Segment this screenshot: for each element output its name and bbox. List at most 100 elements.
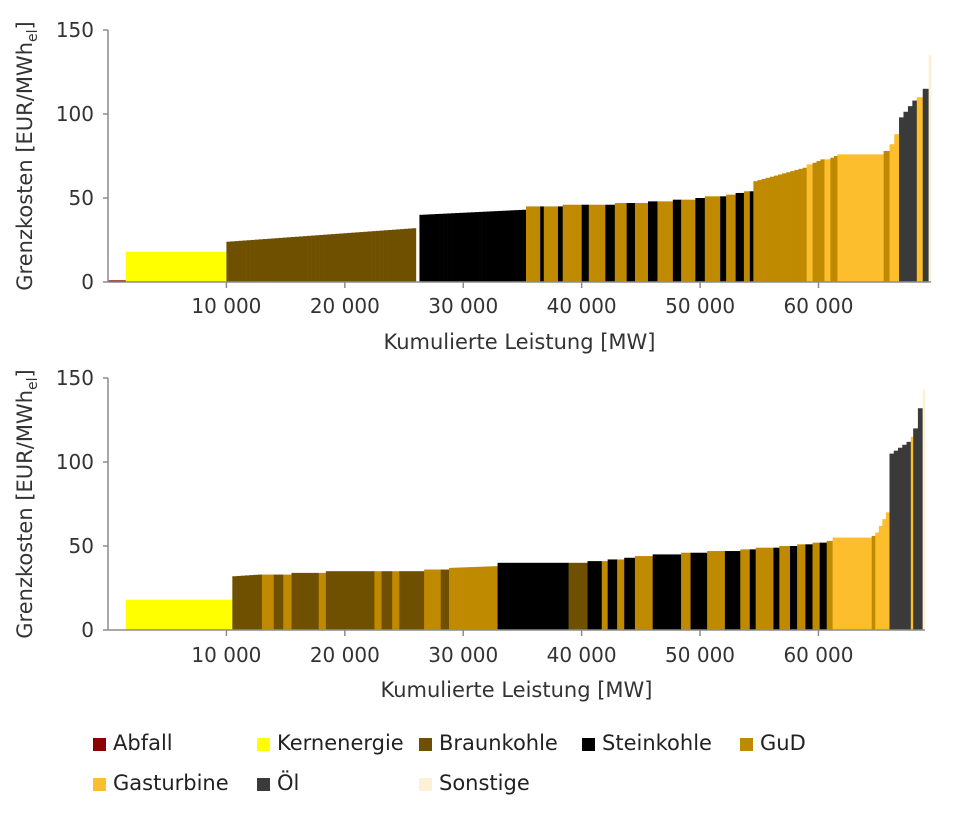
bar-braunkohle-2-28	[339, 233, 344, 282]
bar-braunkohle-2-25	[327, 234, 332, 282]
bar-oel-42-0	[889, 453, 895, 630]
x-tick-label: 50 000	[665, 643, 735, 667]
bar-gud-28-2	[820, 159, 825, 282]
bar-braunkohle-2-4	[242, 240, 247, 282]
bar-steinkohle-5	[540, 206, 545, 282]
bar-sonstige-37	[928, 55, 932, 283]
bar-gud-26-8	[786, 172, 791, 282]
bar-steinkohle-31	[773, 547, 780, 630]
bar-braunkohle-2-39	[383, 230, 388, 282]
bar-gasturbine-33-0	[889, 144, 895, 282]
bar-steinkohle-3-19	[494, 211, 499, 282]
bar-braunkohle-2-27	[335, 233, 340, 282]
bar-braunkohle-1-3	[245, 575, 250, 630]
bar-gud-26-9	[790, 171, 795, 282]
bar-braunkohle-2-41	[391, 229, 397, 282]
bar-gud-14-11	[493, 566, 498, 630]
bar-steinkohle-17	[587, 561, 603, 630]
bar-oel-34-1	[903, 111, 909, 282]
legend-swatch	[419, 778, 432, 791]
y-tick-label: 50	[69, 186, 94, 210]
bar-gasturbine-29	[824, 159, 831, 282]
legend-swatch	[257, 778, 270, 791]
bar-steinkohle-35	[805, 544, 813, 630]
y-axis-title-end: ]	[13, 21, 37, 29]
legend-item-steinkohle: Steinkohle	[582, 731, 712, 755]
bar-braunkohle-2-33	[359, 232, 364, 282]
bar-braunkohle-2-21	[311, 235, 316, 282]
bar-braunkohle-2-35	[367, 231, 372, 282]
bar-steinkohle-3-1	[423, 214, 428, 282]
x-tick-label: 60 000	[784, 294, 854, 318]
bar-braunkohle-2-24	[323, 234, 328, 282]
bar-steinkohle-9	[581, 204, 590, 282]
bar-oel-34-3	[912, 100, 918, 282]
legend-swatch	[740, 738, 753, 751]
bar-braunkohle-2-16	[290, 237, 296, 282]
bar-braunkohle-2-3	[238, 240, 243, 282]
bar-oel-34-0	[899, 117, 904, 282]
legend-label: Gasturbine	[113, 771, 229, 795]
y-tick-label: 0	[81, 618, 94, 642]
bar-steinkohle-3-17	[486, 211, 491, 282]
bar-braunkohle-2-2	[234, 241, 239, 282]
bar-braunkohle-2-9	[262, 239, 268, 282]
bar-steinkohle-21	[720, 196, 727, 282]
bar-braunkohle-2-8	[258, 239, 263, 282]
bar-steinkohle-3-21	[502, 210, 507, 282]
y-axis-title-main: Grenzkosten [EUR/MWh	[13, 390, 37, 639]
bar-kernenergie-0	[125, 599, 233, 630]
bar-braunkohle-1-2	[240, 575, 246, 630]
bar-steinkohle-3-15	[478, 211, 483, 282]
bar-gud-26-5	[773, 175, 779, 282]
bar-gud-16	[657, 201, 674, 282]
y-axis-title-main: Grenzkosten [EUR/MWh	[13, 42, 37, 291]
bar-steinkohle-3-9	[454, 213, 460, 282]
bar-gud-28-0	[812, 162, 817, 282]
bar-braunkohle-5	[291, 572, 320, 630]
bar-gud-26-3	[765, 177, 771, 282]
bar-gud-34	[797, 544, 806, 630]
bar-gud-14-9	[485, 566, 490, 630]
x-tick-label: 50 000	[665, 294, 735, 318]
legend-item-abfall: Abfall	[93, 731, 173, 755]
bar-gud-10	[588, 204, 606, 282]
bar-gud-14-1	[453, 567, 458, 630]
bar-gud-26-0	[753, 181, 758, 282]
bar-braunkohle-2-18	[298, 236, 304, 282]
bar-braunkohle-2-30	[347, 232, 352, 282]
bar-steinkohle-23	[735, 192, 745, 282]
bar-braunkohle-2-37	[375, 230, 380, 282]
bar-gasturbine-41-0	[875, 532, 880, 630]
bar-braunkohle-2-11	[270, 238, 276, 282]
bar-braunkohle-2-19	[303, 236, 308, 282]
bar-braunkohle-2-15	[286, 237, 292, 282]
bar-gasturbine-33-1	[894, 134, 900, 282]
legend-label: Öl	[277, 770, 299, 795]
bar-gud-14-8	[481, 566, 486, 630]
bar-braunkohle-2-23	[319, 234, 324, 282]
bar-braunkohle-2-7	[254, 239, 259, 282]
bar-braunkohle-2-31	[351, 232, 356, 282]
bar-braunkohle-1-6	[257, 574, 263, 630]
bar-gud-22	[726, 194, 736, 282]
bar-gud-26-2	[761, 178, 766, 282]
bar-steinkohle-21	[624, 557, 636, 630]
bar-braunkohle-2-13	[278, 237, 284, 282]
bar-braunkohle-2-1	[230, 241, 235, 282]
bar-braunkohle-9	[381, 571, 393, 630]
bar-braunkohle-2-36	[371, 231, 376, 282]
bar-steinkohle-3-11	[462, 212, 468, 282]
bar-gasturbine-39	[832, 537, 873, 630]
bar-steinkohle-23	[652, 554, 682, 630]
bar-braunkohle-2-44	[403, 228, 409, 282]
bar-steinkohle-3-7	[447, 213, 452, 282]
bar-oel-44-1	[917, 408, 923, 630]
bar-steinkohle-3-0	[419, 214, 424, 282]
bar-steinkohle-3-12	[466, 212, 472, 282]
bar-gud-36	[812, 542, 820, 630]
bar-gud-32	[883, 150, 890, 282]
bar-gud-20	[704, 196, 721, 282]
x-tick-label: 40 000	[547, 643, 617, 667]
bar-braunkohle-2-26	[331, 234, 336, 282]
